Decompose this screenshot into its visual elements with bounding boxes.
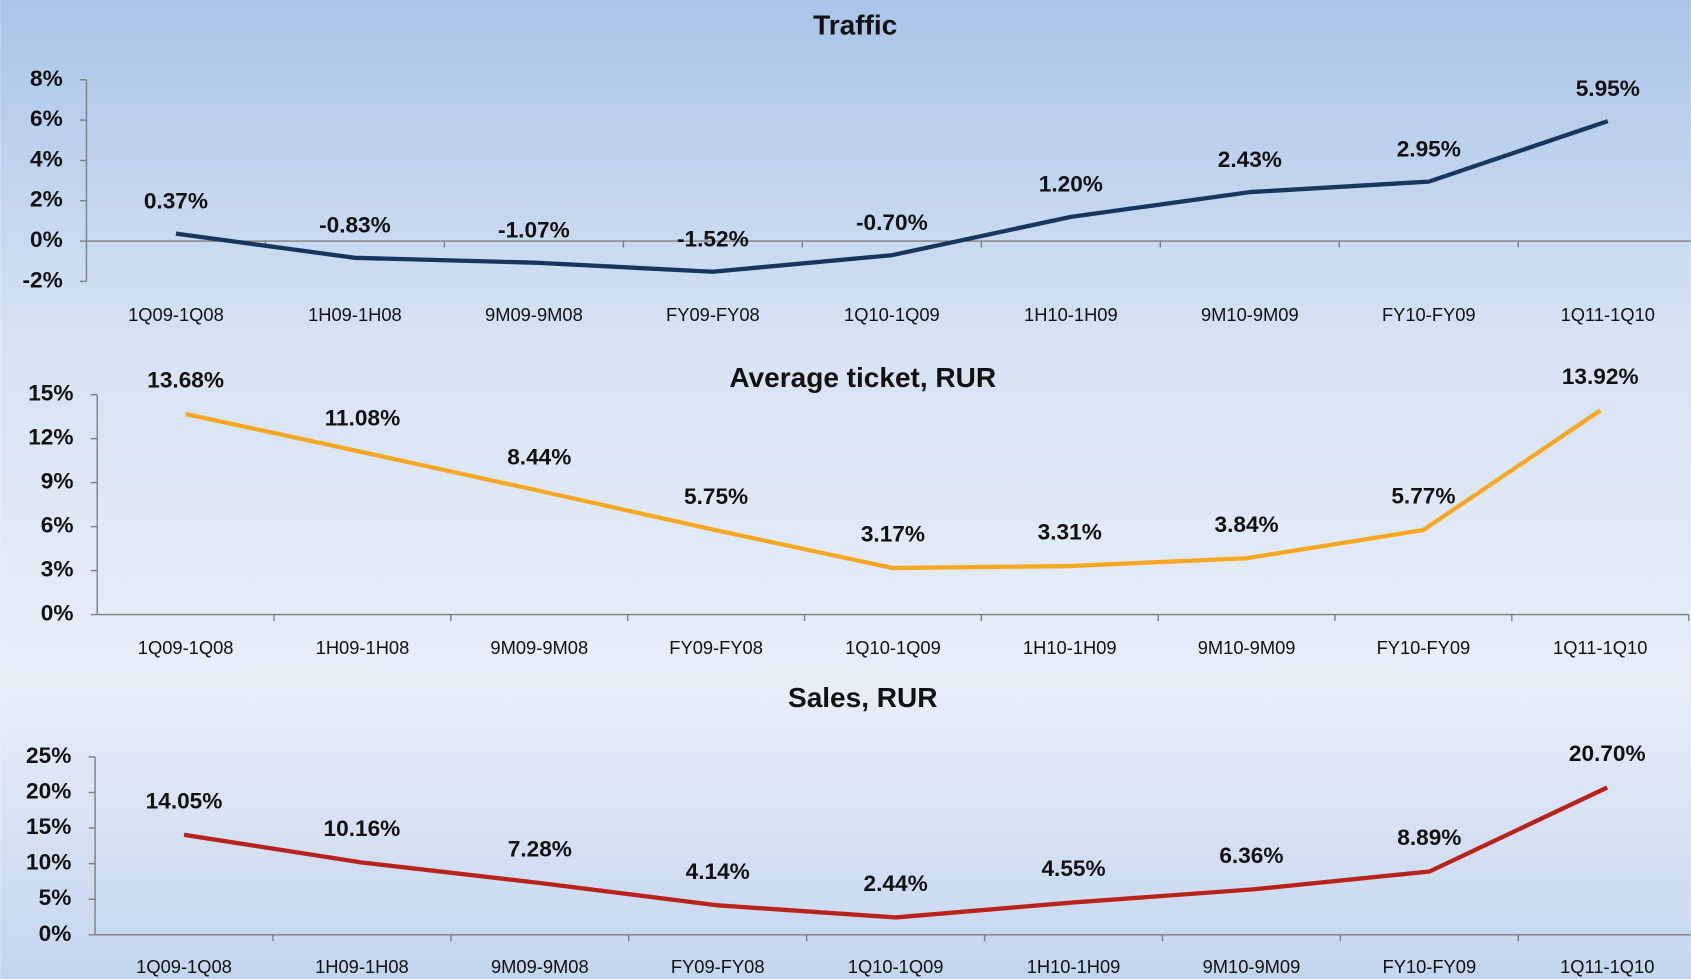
data-label: -1.07% [498, 217, 570, 242]
x-tick-label: 1H09-1H08 [316, 637, 410, 658]
y-tick-label: -2% [22, 267, 62, 292]
x-tick-label: 1Q10-1Q09 [845, 637, 941, 658]
x-tick-label: 1H09-1H08 [315, 956, 409, 977]
x-tick-label: 1H09-1H08 [308, 304, 402, 325]
y-tick-label: 0% [30, 227, 63, 252]
data-label: 4.14% [686, 859, 750, 884]
data-label: 14.05% [146, 788, 223, 813]
x-tick-label: 1Q11-1Q10 [1561, 304, 1655, 325]
x-tick-label: 1H10-1H09 [1024, 304, 1118, 325]
y-tick-label: 12% [28, 425, 73, 450]
y-tick-label: 5% [39, 885, 72, 910]
y-tick-label: 0% [41, 601, 74, 626]
data-label: 3.84% [1215, 512, 1279, 537]
data-label: 2.44% [864, 871, 928, 896]
x-tick-label: 1Q09-1Q08 [136, 956, 232, 977]
chart-title: Sales, RUR [788, 682, 937, 713]
x-tick-label: FY09-FY08 [669, 637, 763, 658]
y-tick-label: 2% [30, 187, 63, 212]
x-tick-label: 1Q11-1Q10 [1560, 956, 1654, 977]
data-label: 3.31% [1038, 520, 1102, 545]
x-tick-label: 1Q11-1Q10 [1553, 637, 1647, 658]
data-label: 11.08% [325, 406, 401, 431]
x-tick-label: FY10-FY09 [1383, 956, 1477, 977]
x-tick-label: 9M10-9M09 [1198, 637, 1296, 658]
data-label: 6.36% [1219, 843, 1283, 868]
y-tick-label: 9% [41, 469, 74, 494]
y-tick-label: 25% [26, 743, 71, 768]
x-tick-label: 1Q09-1Q08 [128, 304, 224, 325]
data-line [183, 785, 1609, 920]
x-tick-label: 9M10-9M09 [1201, 304, 1299, 325]
data-label: 5.95% [1576, 76, 1640, 101]
y-tick-label: 20% [26, 778, 71, 803]
data-label: 5.77% [1391, 484, 1455, 509]
y-tick-label: 8% [30, 66, 63, 91]
y-tick-label: 0% [39, 921, 72, 946]
x-tick-label: FY10-FY09 [1382, 304, 1476, 325]
x-tick-label: 9M09-9M08 [490, 637, 588, 658]
y-tick-label: 3% [41, 557, 74, 582]
x-tick-label: 9M10-9M09 [1203, 956, 1301, 977]
data-label: 8.89% [1397, 825, 1461, 850]
data-label: 20.70% [1569, 741, 1646, 766]
y-tick-label: 6% [30, 106, 63, 131]
y-tick-label: 15% [26, 814, 71, 839]
data-label: 1.20% [1039, 172, 1103, 197]
x-tick-label: 1H10-1H09 [1023, 637, 1117, 658]
x-tick-label: FY09-FY08 [671, 956, 765, 977]
data-label: 5.75% [684, 484, 748, 509]
x-tick-label: 9M09-9M08 [485, 304, 583, 325]
data-label: 0.37% [144, 188, 208, 213]
y-tick-label: 10% [26, 850, 71, 875]
data-label: 2.43% [1218, 147, 1282, 172]
x-tick-label: FY10-FY09 [1377, 637, 1471, 658]
y-tick-label: 6% [41, 513, 74, 538]
data-label: -0.83% [319, 213, 391, 238]
y-tick-label: 15% [28, 381, 73, 406]
x-tick-label: 1Q09-1Q08 [138, 637, 234, 658]
data-label: 2.95% [1397, 136, 1461, 161]
data-line [185, 408, 1602, 571]
data-label: 8.44% [507, 444, 571, 469]
data-label: -0.70% [856, 210, 928, 235]
chart-title: Average ticket, RUR [729, 362, 996, 393]
data-label: 4.55% [1041, 856, 1105, 881]
x-tick-label: FY09-FY08 [666, 304, 760, 325]
x-tick-label: 1Q10-1Q09 [844, 304, 940, 325]
data-label: 13.68% [147, 368, 224, 393]
data-label: -1.52% [677, 226, 749, 251]
chart-title: Traffic [813, 9, 897, 40]
x-tick-label: 1H10-1H09 [1027, 956, 1121, 977]
x-tick-label: 1Q10-1Q09 [848, 956, 944, 977]
data-label: 7.28% [508, 837, 572, 862]
x-tick-label: 9M09-9M08 [491, 956, 589, 977]
data-line [175, 119, 1609, 274]
data-label: 13.92% [1562, 364, 1639, 389]
y-tick-label: 4% [30, 146, 63, 171]
data-label: 10.16% [324, 816, 401, 841]
data-label: 3.17% [861, 522, 925, 547]
